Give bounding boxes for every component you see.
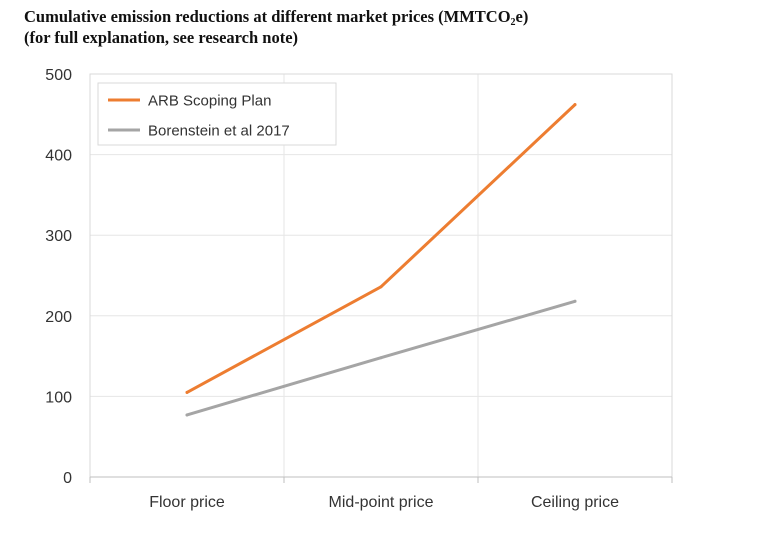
axis-layer: 0 100 200 300 400 500 Floor price Mid-point pri… (45, 67, 673, 511)
data-point (185, 390, 189, 394)
legend-box (97, 82, 337, 146)
chart-title-suffix: e) (515, 7, 529, 26)
data-point (379, 356, 383, 360)
x-tick-label: Ceiling price (531, 494, 619, 511)
x-tick-label: Floor price (149, 494, 225, 511)
legend-label: ARB Scoping Plan (148, 93, 271, 110)
chart-title-line-1: Cumulative emission reductions at differ… (24, 6, 529, 28)
y-tick-label: 100 (45, 389, 72, 406)
legend: ARB Scoping Plan Borenstein et al 2017 (97, 82, 337, 146)
data-point (573, 299, 577, 303)
x-tick-label: Mid-point price (329, 494, 434, 511)
data-point (379, 285, 383, 289)
series-layer (185, 103, 577, 417)
y-tick-label: 400 (45, 148, 72, 165)
y-tick-label: 200 (45, 309, 72, 326)
chart-title-prefix: Cumulative emission reductions at differ… (24, 7, 511, 26)
chart-title: Cumulative emission reductions at differ… (24, 6, 528, 48)
y-tick-label: 0 (63, 470, 72, 487)
series-line-0 (185, 103, 577, 394)
legend-label: Borenstein et al 2017 (148, 123, 290, 140)
chart-subtitle: (for full explanation, see research note… (24, 28, 299, 47)
data-point (573, 103, 577, 107)
data-point (185, 413, 189, 417)
y-tick-label: 300 (45, 228, 72, 245)
chart-title-subscript: 2 (510, 17, 516, 28)
y-tick-label: 500 (45, 67, 72, 84)
